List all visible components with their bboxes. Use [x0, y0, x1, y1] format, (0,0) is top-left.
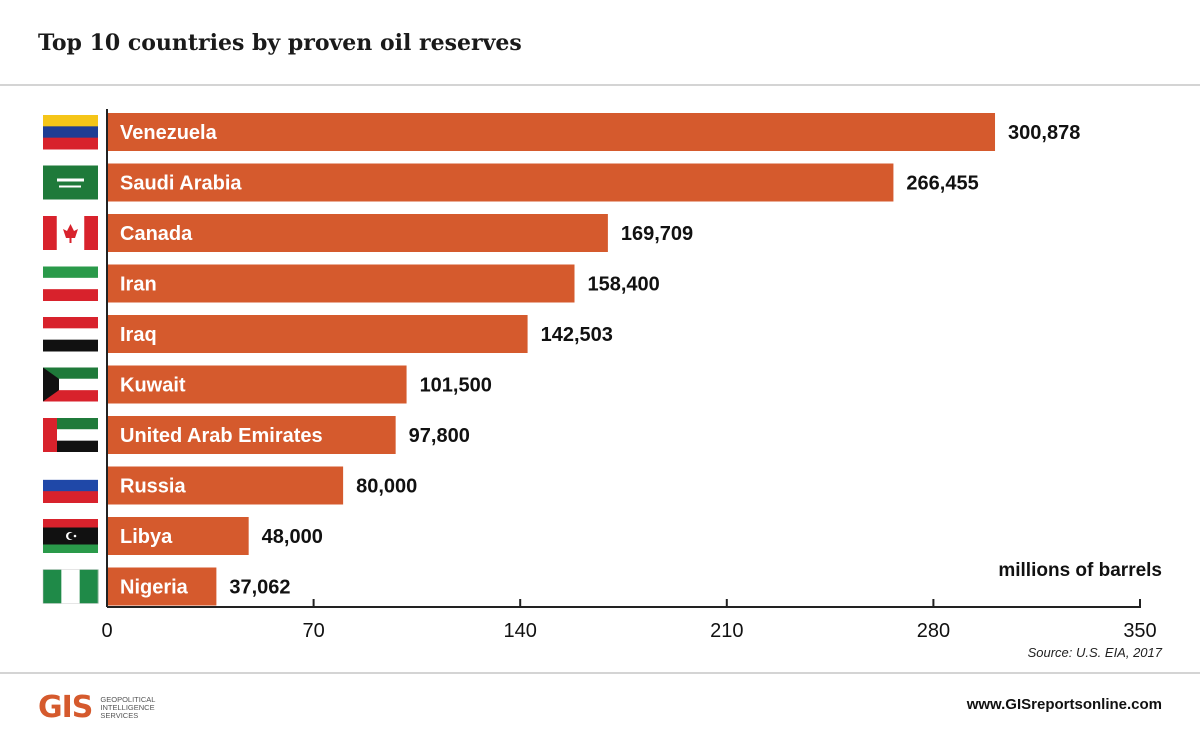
x-tick-label: 280 — [917, 620, 950, 642]
kuwait-flag-icon — [43, 367, 98, 402]
bar-category-label: Nigeria — [120, 577, 189, 599]
x-tick-label: 350 — [1123, 620, 1156, 642]
logo-text: GIS — [38, 690, 93, 725]
gis-logo: GIS Geopolitical Intelligence Services — [38, 690, 170, 725]
iraq-flag-icon — [43, 317, 98, 352]
bar-iran — [107, 264, 575, 303]
source-note: Source: U.S. EIA, 2017 — [1027, 645, 1162, 660]
bar-category-label: Russia — [120, 476, 186, 498]
x-tick-label: 140 — [504, 620, 537, 642]
bar-value-label: 300,878 — [1008, 122, 1080, 144]
bar-category-label: Kuwait — [120, 375, 186, 397]
bar-kuwait — [107, 365, 407, 404]
bar-category-label: United Arab Emirates — [120, 425, 323, 447]
bar-saudi-arabia — [107, 163, 894, 202]
nigeria-flag-icon — [42, 569, 99, 604]
x-tick-label: 210 — [710, 620, 743, 642]
bar-value-label: 80,000 — [356, 476, 417, 498]
iran-flag-icon — [43, 266, 98, 301]
bar-category-label: Canada — [120, 223, 193, 245]
bar-venezuela — [107, 113, 996, 151]
bar-value-label: 48,000 — [262, 526, 323, 548]
bar-libya — [107, 517, 249, 555]
logo-mark: GIS — [38, 690, 93, 725]
bar-united-arab-emirates — [107, 416, 396, 454]
bar-category-label: Libya — [120, 526, 173, 548]
bar-value-label: 158,400 — [588, 274, 660, 296]
bar-iraq — [107, 315, 528, 353]
website-link[interactable]: www.GISreportsonline.com — [966, 696, 1162, 713]
bar-value-label: 266,455 — [906, 173, 978, 195]
russia-flag-icon — [43, 468, 98, 503]
canada-flag-icon — [43, 216, 98, 250]
header-divider — [0, 84, 1200, 86]
unit-label: millions of barrels — [998, 560, 1162, 581]
bar-russia — [107, 466, 344, 505]
bar-category-label: Venezuela — [120, 122, 218, 144]
libya-flag-icon — [43, 519, 98, 553]
x-tick-label: 70 — [302, 620, 324, 642]
footer-divider — [0, 672, 1200, 674]
bar-value-label: 97,800 — [409, 425, 470, 447]
bar-value-label: 37,062 — [229, 577, 290, 599]
x-tick-label: 0 — [101, 620, 112, 642]
bar-value-label: 101,500 — [420, 375, 492, 397]
bar-category-label: Saudi Arabia — [120, 173, 242, 195]
uae-flag-icon — [43, 418, 98, 452]
bar-value-label: 169,709 — [621, 223, 693, 245]
bar-canada — [107, 214, 608, 252]
chart-title: Top 10 countries by proven oil reserves — [38, 30, 522, 56]
saudi-arabia-flag-icon — [43, 165, 98, 200]
logo-subtext: Geopolitical Intelligence Services — [100, 694, 156, 720]
bar-category-label: Iraq — [120, 324, 157, 346]
bar-category-label: Iran — [120, 274, 157, 296]
bar-value-label: 142,503 — [541, 324, 613, 346]
venezuela-flag-icon — [43, 115, 98, 150]
bar-nigeria — [107, 567, 217, 606]
